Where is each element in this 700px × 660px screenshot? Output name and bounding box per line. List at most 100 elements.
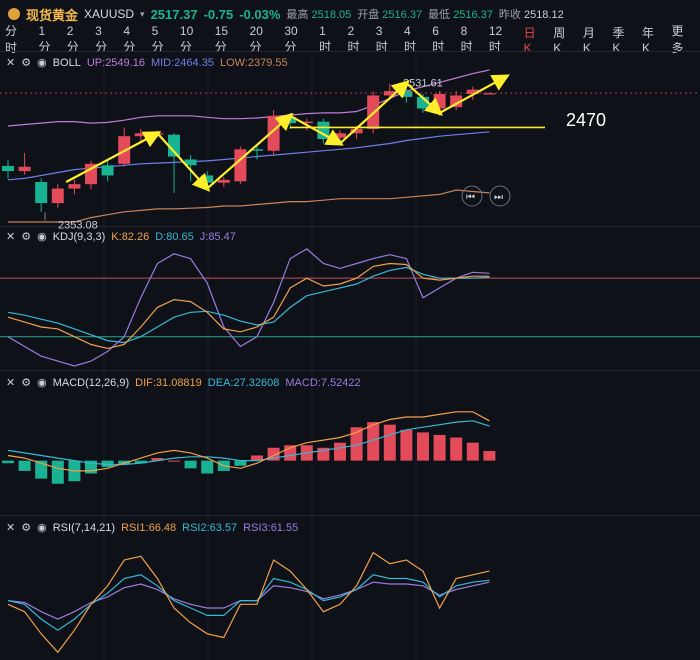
timeframe-14[interactable]: 6时 xyxy=(432,23,445,54)
timeframe-5[interactable]: 5分 xyxy=(151,23,164,54)
divider xyxy=(0,226,700,227)
boll-mid-label: MID:2464.35 xyxy=(150,56,214,69)
candle-body xyxy=(85,163,97,185)
candle-body xyxy=(383,91,396,96)
candle-body xyxy=(483,93,496,95)
instrument-name[interactable]: 现货黄金 xyxy=(26,7,79,23)
collapse-icon[interactable]: ✕ xyxy=(6,377,16,389)
trend-arrow xyxy=(439,74,510,114)
visibility-icon[interactable]: ◉ xyxy=(37,57,47,69)
candle-body xyxy=(101,165,114,176)
macd-bar xyxy=(466,442,479,461)
candle-body xyxy=(201,175,214,183)
prev-icon: ⏮ xyxy=(466,192,475,203)
timeframe-8[interactable]: 20分 xyxy=(249,23,263,54)
macd-bar xyxy=(417,432,429,461)
candle-body xyxy=(68,184,81,189)
divider xyxy=(0,515,700,516)
trend-arrow xyxy=(405,82,443,116)
collapse-icon[interactable]: ✕ xyxy=(6,231,16,243)
timeframe-2[interactable]: 2分 xyxy=(66,23,79,54)
boll-up-label: UP:2549.16 xyxy=(86,56,145,69)
rsi-name: RSI(7,14,21) xyxy=(52,521,116,534)
price-change: -0.75 xyxy=(203,6,234,22)
kdj-k-label: K:82.26 xyxy=(111,230,150,243)
visibility-icon[interactable]: ◉ xyxy=(37,377,47,389)
collapse-icon[interactable]: ✕ xyxy=(6,522,16,534)
macd-bar xyxy=(2,460,14,464)
chevron-down-icon[interactable]: ▾ xyxy=(140,8,145,19)
rsi3-label: RSI3:61.55 xyxy=(243,521,299,534)
trend-arrow xyxy=(289,114,344,146)
candle-body xyxy=(450,95,463,108)
low-mark-label: 2353.08 xyxy=(58,219,98,231)
timeframe-bar: 分时 1分 2分 3分 4分 5分 10分 15分 20分 30分 1时 2时 3时 4时 6时 8时 12时日… xyxy=(0,24,700,56)
quote-header: 现货黄金 XAUUSD ▾ 2517.37 -0.75 -0.03% 最高 25… xyxy=(0,0,700,28)
timeframe-16[interactable]: 12时 xyxy=(488,23,503,54)
boll-low-line xyxy=(8,189,490,223)
timeframe-13[interactable]: 4时 xyxy=(404,23,417,54)
collapse-icon[interactable]: ✕ xyxy=(6,57,16,69)
timeframe-1[interactable]: 1分 xyxy=(38,23,51,54)
macd-bar xyxy=(367,422,380,461)
macd-bar xyxy=(18,460,31,471)
macd-bar xyxy=(334,442,346,461)
divider xyxy=(0,51,700,52)
boll-low-label: LOW:2379.55 xyxy=(219,56,288,69)
visibility-icon[interactable]: ◉ xyxy=(37,522,47,534)
prev-button xyxy=(461,185,483,207)
candle-body xyxy=(2,166,14,172)
timeframe-7[interactable]: 15分 xyxy=(214,23,229,54)
timeframe-18[interactable]: 周K xyxy=(553,25,566,55)
kdj-j-line xyxy=(7,248,490,367)
timeframe-6[interactable]: 10分 xyxy=(179,23,194,54)
macd-dif-line xyxy=(7,411,490,472)
macd-bar xyxy=(134,460,147,464)
settings-icon[interactable]: ⚙ xyxy=(21,231,32,243)
visibility-icon[interactable]: ◉ xyxy=(37,231,47,243)
trend-arrow xyxy=(206,112,294,190)
macd-value-label: MACD:7.52422 xyxy=(285,376,361,389)
next-icon: ⏭ xyxy=(494,192,503,203)
candle-body xyxy=(251,149,263,151)
settings-icon[interactable]: ⚙ xyxy=(21,377,32,389)
high-mark-label: 2531.61 xyxy=(403,78,443,90)
settings-icon[interactable]: ⚙ xyxy=(21,57,32,69)
boll-legend: ✕ ⚙ ◉ BOLL UP:2549.16 MID:2464.35 LOW:23… xyxy=(6,56,288,70)
candle-body xyxy=(350,128,363,134)
candle-body xyxy=(184,159,197,166)
candle-body xyxy=(466,89,479,94)
macd-bar xyxy=(35,460,48,479)
prev-close-stat: 昨收 2518.12 xyxy=(498,9,564,21)
level-annotation: 2470 xyxy=(566,110,607,130)
timeframe-19[interactable]: 月K xyxy=(582,25,595,55)
timeframe-9[interactable]: 30分 xyxy=(284,23,298,54)
timeframe-10[interactable]: 1时 xyxy=(319,23,332,54)
timeframe-3[interactable]: 3分 xyxy=(95,23,108,54)
timeframe-4[interactable]: 4分 xyxy=(123,23,136,54)
candle-body xyxy=(433,94,446,109)
timeframe-17[interactable]: 日K xyxy=(523,25,536,55)
trend-arrow xyxy=(65,131,162,183)
macd-bar xyxy=(184,460,197,469)
last-price: 2517.37 xyxy=(150,6,198,22)
settings-icon[interactable]: ⚙ xyxy=(21,522,32,534)
boll-name: BOLL xyxy=(52,56,81,69)
macd-bar xyxy=(101,460,114,468)
instrument-symbol[interactable]: XAUUSD xyxy=(84,7,135,21)
timeframe-12[interactable]: 3时 xyxy=(375,23,388,54)
rsi2-line xyxy=(7,574,490,631)
macd-bar xyxy=(383,424,396,461)
timeframe-11[interactable]: 2时 xyxy=(347,23,360,54)
kdj-j-label: J:85.47 xyxy=(199,230,236,243)
next-button xyxy=(489,185,511,207)
timeframe-21[interactable]: 年K xyxy=(641,25,654,55)
candle-body xyxy=(217,179,230,183)
macd-bar xyxy=(400,429,413,461)
timeframe-15[interactable]: 8时 xyxy=(460,23,473,54)
timeframe-20[interactable]: 季K xyxy=(612,25,625,55)
kdj-d-label: D:80.65 xyxy=(155,230,194,243)
trend-arrow xyxy=(156,132,211,192)
macd-bar xyxy=(168,460,180,462)
